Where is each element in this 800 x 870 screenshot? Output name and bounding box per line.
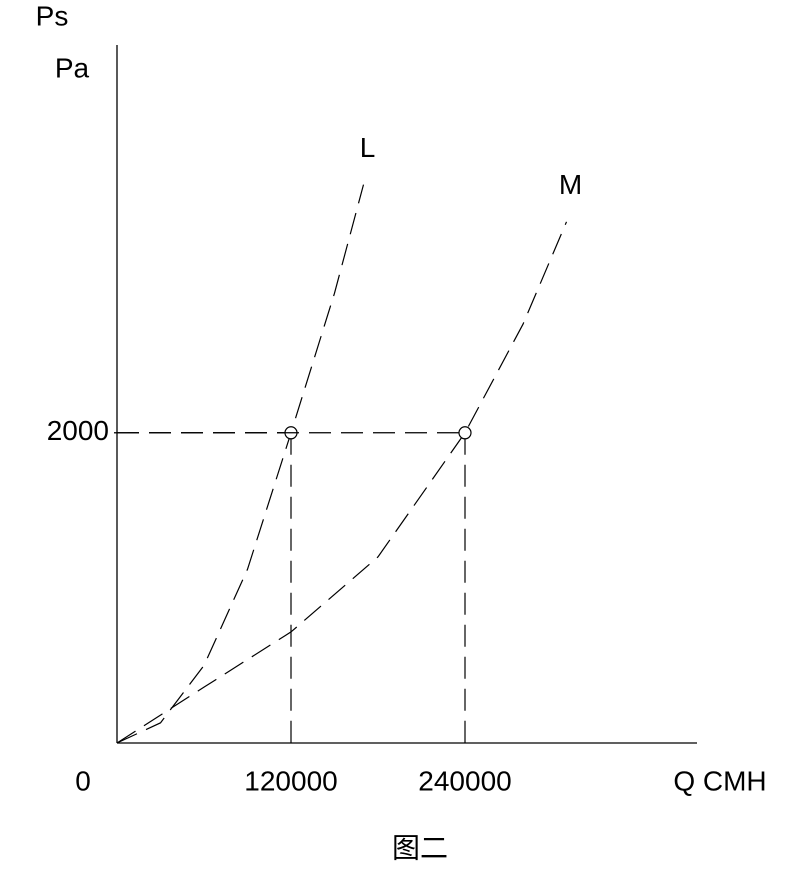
- marker: [458, 426, 472, 440]
- x-tick-label: 240000: [418, 765, 511, 796]
- series-line: [116, 221, 568, 744]
- caption: 图二: [392, 832, 448, 865]
- series-label: M: [559, 169, 582, 200]
- x-tick-label: 0: [75, 765, 91, 796]
- y-tick-label: 2000: [47, 415, 109, 446]
- series-label: L: [360, 132, 376, 163]
- y-axis-unit: Pa: [55, 52, 90, 83]
- y-axis-label: Ps: [36, 0, 69, 31]
- x-axis-label: Q CMH: [673, 765, 766, 796]
- x-tick-label: 120000: [244, 765, 337, 796]
- series-line: [116, 184, 365, 744]
